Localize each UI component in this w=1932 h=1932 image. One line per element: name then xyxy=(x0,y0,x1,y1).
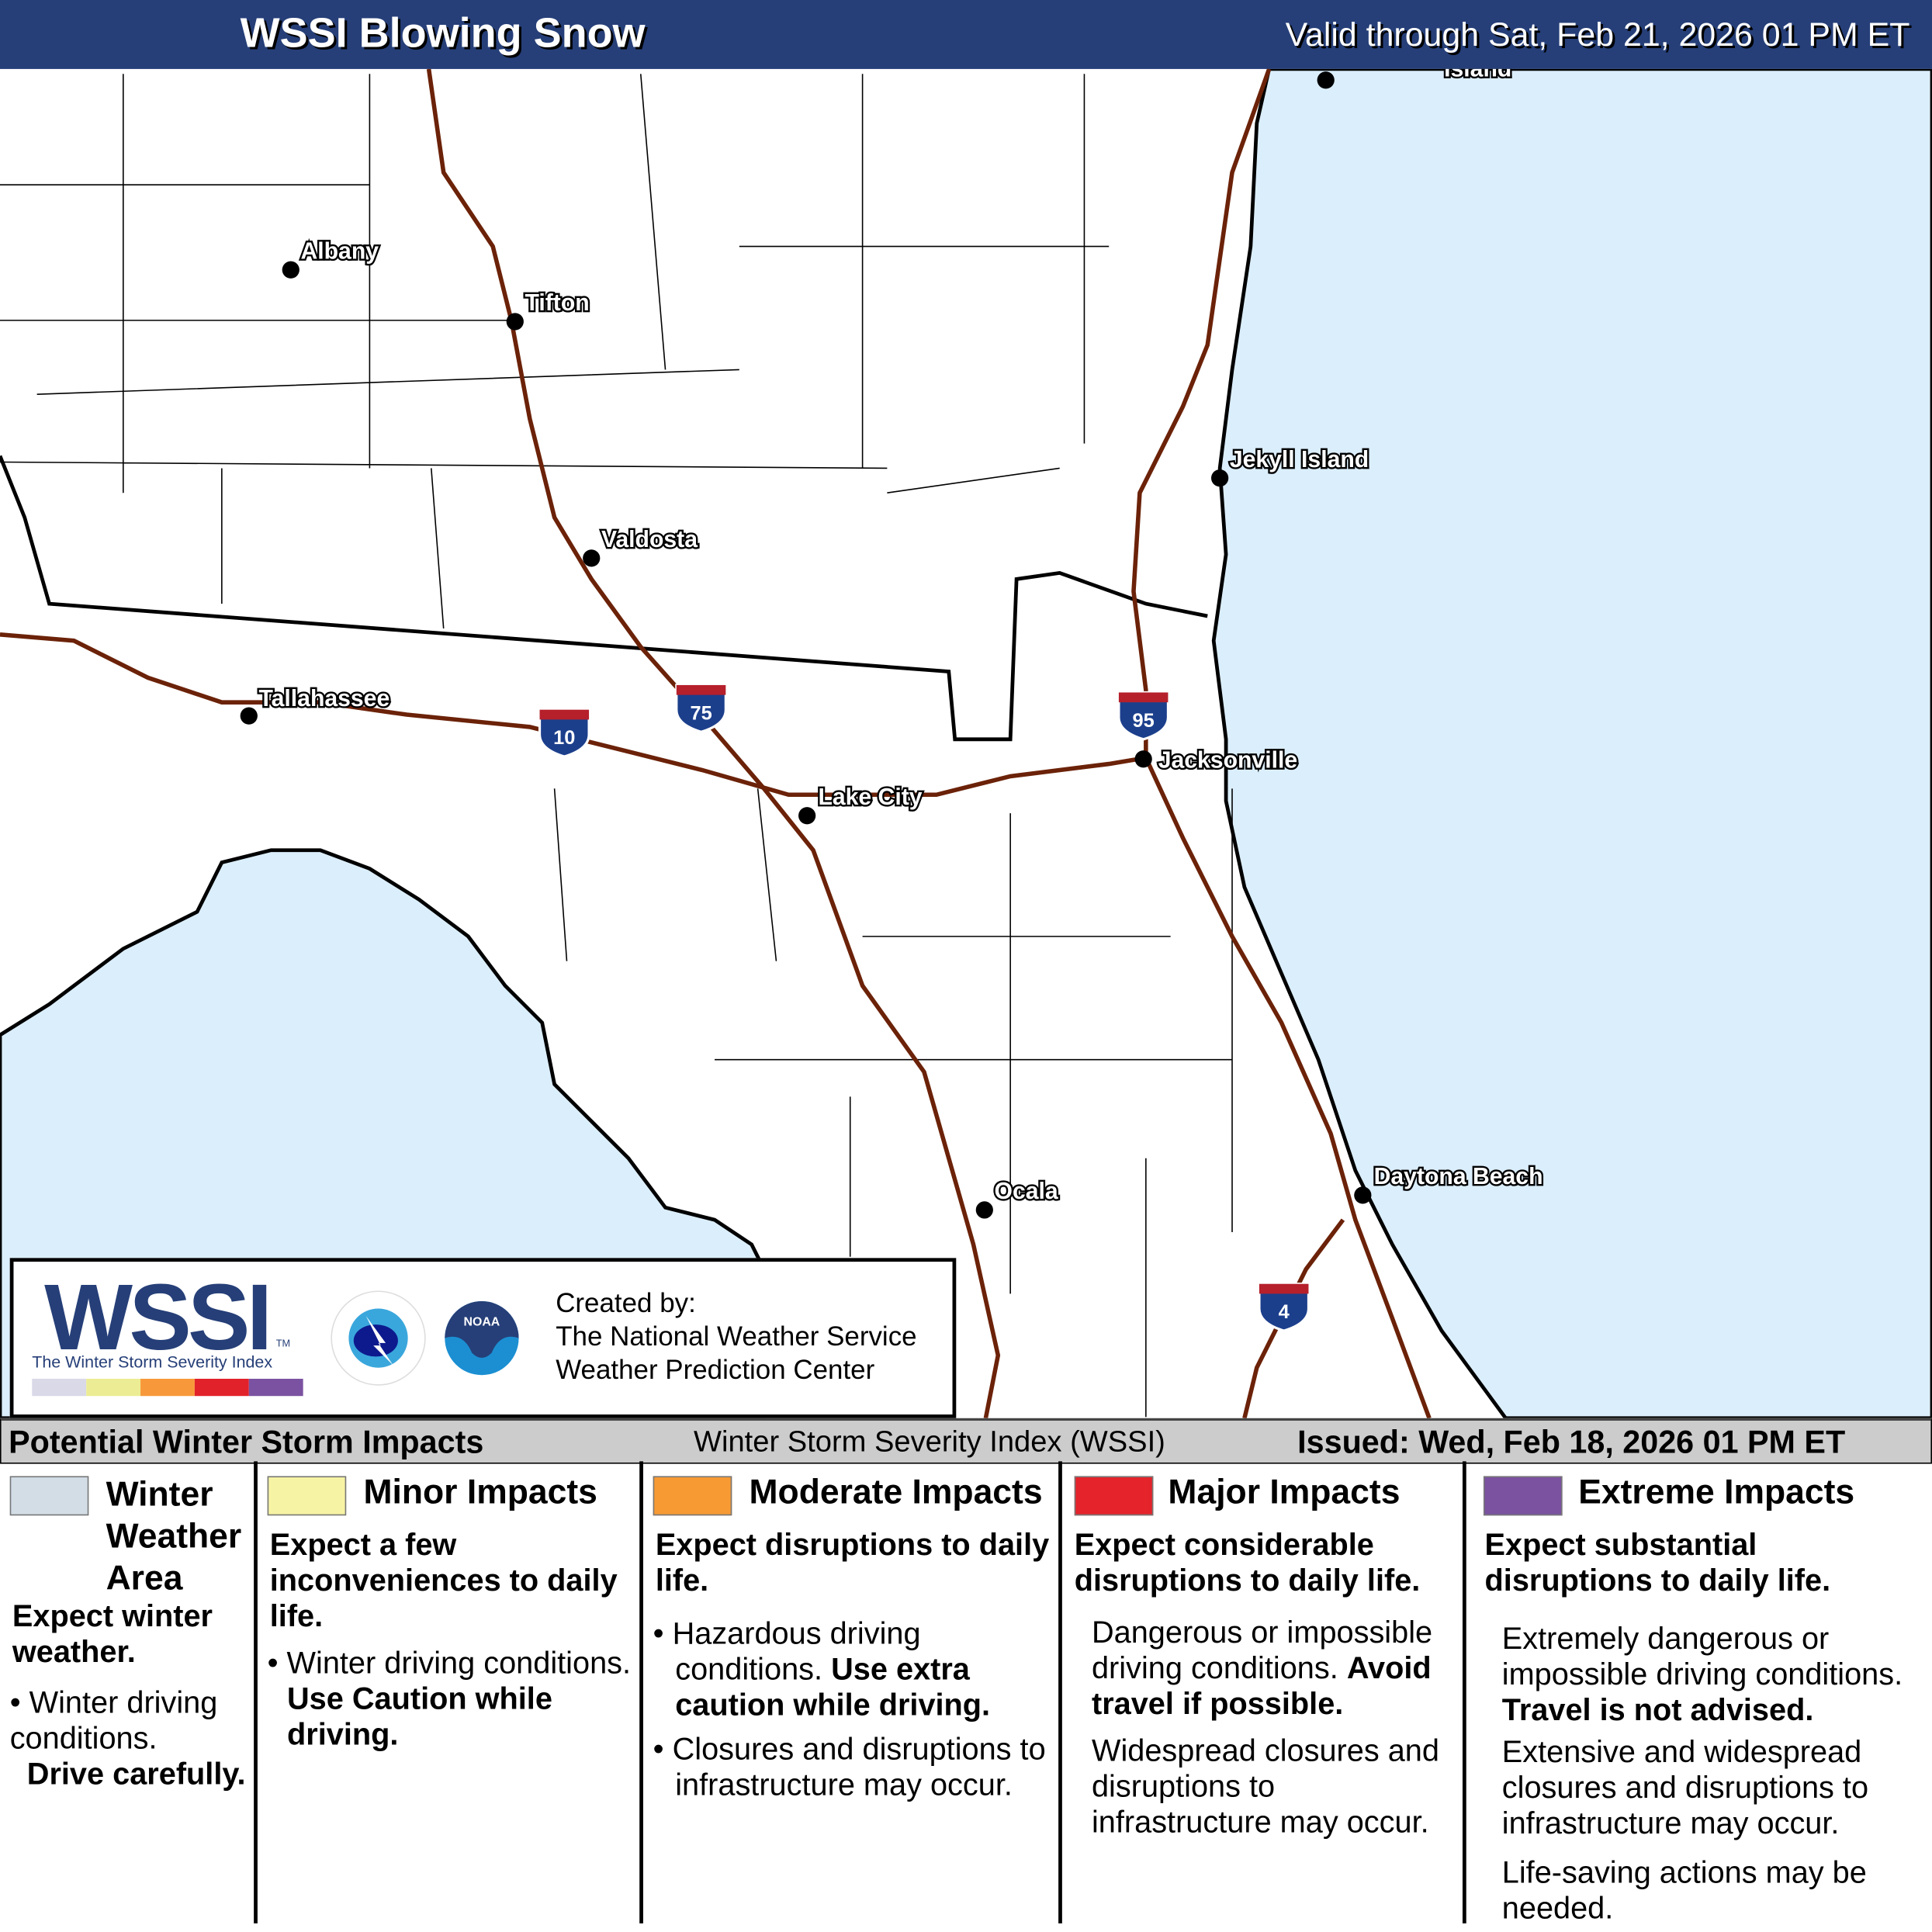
svg-text:NOAA: NOAA xyxy=(464,1316,500,1329)
city-valdosta[interactable]: Valdosta xyxy=(583,525,700,567)
interstate-shields: 10 75 95 4 xyxy=(538,684,1311,1332)
legend-winter-weather-area: Winter Weather Area Expect winter weathe… xyxy=(0,1461,258,1923)
atlantic-ocean xyxy=(1211,68,1932,1418)
state-line xyxy=(0,455,1208,742)
svg-text:Island: Island xyxy=(1444,69,1511,82)
map-title: WSSI Blowing Snow xyxy=(240,9,646,57)
valid-time: Valid through Sat, Feb 21, 2026 01 PM ET xyxy=(1285,16,1910,54)
legend-headline: Expect a few inconveniences to daily lif… xyxy=(269,1528,618,1634)
org-wpc: Weather Prediction Center xyxy=(556,1354,875,1385)
header: WSSI Blowing Snow Valid through Sat, Feb… xyxy=(0,0,1932,69)
credits: Created by: The National Weather Service… xyxy=(556,1286,916,1387)
wssi-subtitle: The Winter Storm Severity Index xyxy=(32,1352,273,1372)
svg-text:10: 10 xyxy=(553,727,575,749)
legend-title: Minor Impacts xyxy=(363,1472,597,1511)
map[interactable]: 10 75 95 4 Albany Tifton Valdosta Tallah… xyxy=(0,68,1932,1418)
svg-text:Tifton: Tifton xyxy=(525,290,589,316)
interstate-4-shield: 4 xyxy=(1258,1283,1311,1332)
city-jacksonville[interactable]: Jacksonville xyxy=(1134,746,1300,775)
trademark: TM xyxy=(275,1338,291,1349)
legend-major-impacts: Major Impacts Expect considerable disrup… xyxy=(1062,1461,1466,1923)
legend-bullet: • Hazardous driving conditions. Use extr… xyxy=(653,1616,991,1723)
legend-title: Major Impacts xyxy=(1168,1472,1401,1511)
svg-text:75: 75 xyxy=(690,702,712,724)
city-jekyll-island[interactable]: Jekyll Island xyxy=(1211,445,1371,487)
city-tifton[interactable]: Tifton xyxy=(506,289,591,331)
legend-headline: Expect winter weather. xyxy=(12,1599,213,1670)
legend-header-bar: Potential Winter Storm Impacts Winter St… xyxy=(0,1418,1932,1464)
nws-logo-icon xyxy=(331,1290,426,1386)
noaa-logo-icon: NOAA xyxy=(435,1291,529,1385)
city-lake-city[interactable]: Lake City xyxy=(798,783,924,825)
legend-bullet: Widespread closures and disruptions to i… xyxy=(1091,1733,1439,1840)
svg-text:Tallahassee: Tallahassee xyxy=(258,686,390,712)
legend-moderate-impacts: Moderate Impacts Expect disruptions to d… xyxy=(643,1461,1062,1923)
org-nws: The National Weather Service xyxy=(556,1321,917,1352)
legend-bullet: • Winter driving conditions. Use Caution… xyxy=(267,1646,632,1753)
swatch xyxy=(267,1476,347,1516)
swatch xyxy=(1483,1476,1563,1516)
county-lines xyxy=(0,74,1233,1418)
city-ocala[interactable]: Ocala xyxy=(975,1177,1060,1219)
logo-box: WSSI TM The Winter Storm Severity Index … xyxy=(9,1258,957,1418)
legend-bullet: Life-saving actions may be needed. xyxy=(1501,1855,1867,1927)
legend-heading: Potential Winter Storm Impacts xyxy=(9,1423,484,1460)
wssi-logo: WSSI xyxy=(44,1265,272,1370)
city-island[interactable]: Island xyxy=(1317,69,1514,89)
wssi-color-scale xyxy=(32,1378,303,1397)
legend-bullet: Extensive and widespread closures and di… xyxy=(1501,1734,1869,1841)
index-name: Winter Storm Severity Index (WSSI) xyxy=(694,1425,1165,1459)
svg-text:Daytona Beach: Daytona Beach xyxy=(1374,1164,1543,1189)
issued-time: Issued: Wed, Feb 18, 2026 01 PM ET xyxy=(1297,1423,1846,1460)
swatch xyxy=(653,1476,732,1516)
legend-title: Winter Weather Area xyxy=(106,1474,242,1598)
legend-extreme-impacts: Extreme Impacts Expect substantial disru… xyxy=(1466,1461,1932,1926)
legend-bullet: • Winter driving conditions. Drive caref… xyxy=(9,1685,246,1792)
created-by-label: Created by: xyxy=(556,1287,696,1319)
legend-bullet: • Closures and disruptions to infrastruc… xyxy=(653,1732,1046,1803)
legend-minor-impacts: Minor Impacts Expect a few inconvenience… xyxy=(258,1461,643,1923)
svg-text:Albany: Albany xyxy=(300,238,379,264)
swatch xyxy=(9,1476,89,1516)
cities: Albany Tifton Valdosta Tallahassee Lake … xyxy=(240,69,1545,1219)
city-daytona-beach[interactable]: Daytona Beach xyxy=(1354,1162,1545,1204)
legend-headline: Expect disruptions to daily life. xyxy=(655,1528,1050,1598)
legend-title: Extreme Impacts xyxy=(1578,1472,1855,1511)
interstate-75-shield: 75 xyxy=(675,684,727,733)
legend-bullet: Extremely dangerous or impossible drivin… xyxy=(1501,1621,1903,1728)
interstate-95-shield: 95 xyxy=(1117,691,1170,741)
legend-title: Moderate Impacts xyxy=(749,1472,1043,1511)
legend-bullet: Dangerous or impossible driving conditio… xyxy=(1091,1615,1433,1722)
legend-headline: Expect substantial disruptions to daily … xyxy=(1484,1528,1831,1598)
svg-text:Ocala: Ocala xyxy=(995,1179,1058,1204)
city-tallahassee[interactable]: Tallahassee xyxy=(240,684,392,725)
svg-text:Valdosta: Valdosta xyxy=(601,527,698,552)
impact-legend: Winter Weather Area Expect winter weathe… xyxy=(0,1461,1932,1932)
svg-text:Lake City: Lake City xyxy=(818,784,922,810)
svg-text:Jacksonville: Jacksonville xyxy=(1158,747,1297,773)
svg-text:95: 95 xyxy=(1133,710,1155,732)
svg-text:4: 4 xyxy=(1279,1301,1290,1323)
legend-headline: Expect considerable disruptions to daily… xyxy=(1074,1528,1421,1598)
interstate-10-shield: 10 xyxy=(538,708,590,758)
swatch xyxy=(1074,1476,1154,1516)
svg-text:Jekyll Island: Jekyll Island xyxy=(1230,447,1369,473)
city-albany[interactable]: Albany xyxy=(282,237,381,279)
